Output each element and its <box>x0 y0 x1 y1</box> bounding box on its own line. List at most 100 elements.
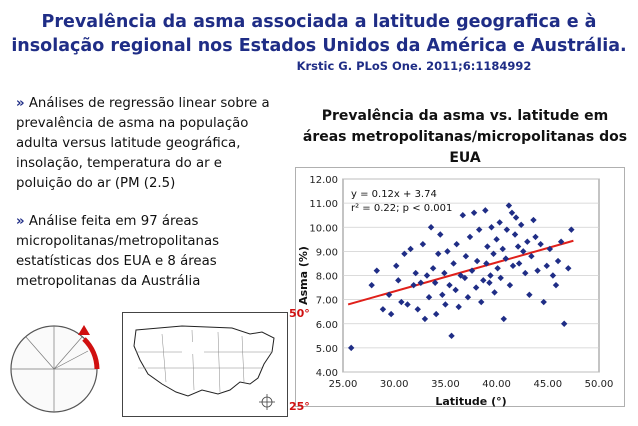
data-point <box>496 219 503 226</box>
data-point <box>499 245 506 253</box>
y-tick-label: 9.00 <box>316 247 338 258</box>
bullet-text: Análises de regressão linear sobre a pre… <box>16 96 270 191</box>
data-point <box>457 272 464 279</box>
x-tick-label: 40.00 <box>482 379 511 390</box>
data-point <box>437 231 444 238</box>
data-point <box>464 294 472 301</box>
data-point <box>466 233 474 241</box>
data-point <box>543 262 550 270</box>
bullet-item: » Análises de regressão linear sobre a p… <box>16 94 278 194</box>
data-point <box>520 248 527 255</box>
data-point <box>407 245 414 253</box>
data-point <box>462 253 470 260</box>
x-tick-label: 25.00 <box>329 379 358 390</box>
data-point <box>508 209 516 216</box>
data-point <box>431 279 439 286</box>
data-point <box>385 291 393 298</box>
bullet-marker: » <box>16 214 25 229</box>
data-point <box>419 240 427 248</box>
equation-annotation: y = 0.12x + 3.74 <box>351 189 437 200</box>
data-point <box>432 310 440 318</box>
data-point <box>452 286 459 294</box>
chart-title: Prevalência da asma vs. latitude em área… <box>292 106 638 169</box>
data-point <box>478 298 485 306</box>
y-axis-label: Asma (%) <box>297 246 310 305</box>
y-tick-label: 7.00 <box>316 296 338 307</box>
title-line-2: insolação regional nos Estados Unidos da… <box>11 36 627 56</box>
data-point <box>475 226 483 233</box>
data-point <box>387 310 395 318</box>
data-point <box>450 260 457 267</box>
data-point <box>435 250 442 257</box>
data-point <box>398 298 405 306</box>
latitude-label-50: 50° <box>289 307 310 320</box>
y-tick-label: 8.00 <box>316 272 338 283</box>
data-point <box>534 267 541 274</box>
data-point <box>497 274 504 282</box>
data-point <box>414 306 421 313</box>
x-axis-label: Latitude (°) <box>435 395 506 407</box>
data-point <box>425 294 433 301</box>
x-tick-label: 35.00 <box>431 379 460 390</box>
x-tick-label: 30.00 <box>380 379 409 390</box>
data-point <box>368 281 375 289</box>
data-point <box>491 289 498 296</box>
title-line-1: Prevalência da asma associada a latitude… <box>41 12 597 32</box>
data-point <box>421 315 429 323</box>
data-point <box>486 279 493 286</box>
data-point <box>468 267 476 274</box>
us-map-illustration <box>122 312 288 417</box>
data-point <box>500 315 507 323</box>
data-point <box>565 265 572 272</box>
data-point <box>470 209 478 216</box>
data-point <box>453 240 460 248</box>
y-tick-label: 6.00 <box>316 320 338 331</box>
slide-title: Prevalência da asma associada a latitude… <box>0 10 638 74</box>
data-point <box>442 301 449 308</box>
scatter-chart: 4.00 5.00 6.00 7.00 8.00 9.00 10.00 11.00 12.00 2… <box>295 167 625 407</box>
data-point <box>472 284 480 291</box>
data-point <box>404 301 411 308</box>
data-point <box>494 265 501 272</box>
y-tick-label: 10.00 <box>309 223 338 234</box>
data-point <box>373 267 380 274</box>
data-point <box>483 260 490 267</box>
r2-annotation: r² = 0.22; p < 0.001 <box>351 203 452 214</box>
y-tick-label: 4.00 <box>316 368 338 379</box>
data-point <box>412 269 419 277</box>
data-point <box>439 291 446 298</box>
y-tick-label: 5.00 <box>316 344 338 355</box>
data-point <box>417 279 425 286</box>
data-point <box>429 265 437 272</box>
data-point <box>505 202 513 209</box>
data-point <box>347 344 355 352</box>
data-point <box>441 269 448 277</box>
data-point <box>482 207 489 214</box>
data-point <box>455 303 462 311</box>
data-point <box>423 272 431 279</box>
chart-title-line-1: Prevalência da asma vs. latitude em <box>321 108 609 124</box>
data-point <box>410 281 417 289</box>
bullet-text: Análise feita em 97 áreas micropolitanas… <box>16 214 220 289</box>
data-point <box>473 257 481 265</box>
bullet-list: » Análises de regressão linear sobre a p… <box>16 94 278 310</box>
y-tick-label: 11.00 <box>309 199 338 210</box>
data-point <box>488 224 495 231</box>
data-point <box>393 262 400 270</box>
data-point <box>514 243 522 250</box>
citation: Krstic G. PLoS One. 2011;6:1184992 <box>296 59 532 73</box>
data-point <box>502 255 510 262</box>
data-point <box>379 306 387 313</box>
data-point <box>444 248 451 255</box>
y-tick-label: 12.00 <box>309 175 338 186</box>
globe-illustration <box>10 325 100 413</box>
data-point <box>448 332 455 340</box>
data-point <box>506 281 514 289</box>
data-point <box>395 277 402 284</box>
data-point <box>401 250 408 257</box>
x-tick-label: 45.00 <box>533 379 562 390</box>
bullet-marker: » <box>16 96 25 111</box>
bullet-item: » Análise feita em 97 áreas micropolitan… <box>16 212 278 292</box>
chart-title-line-2: áreas metropolitanas/micropolitanas dos … <box>302 129 628 166</box>
data-point <box>459 211 467 219</box>
